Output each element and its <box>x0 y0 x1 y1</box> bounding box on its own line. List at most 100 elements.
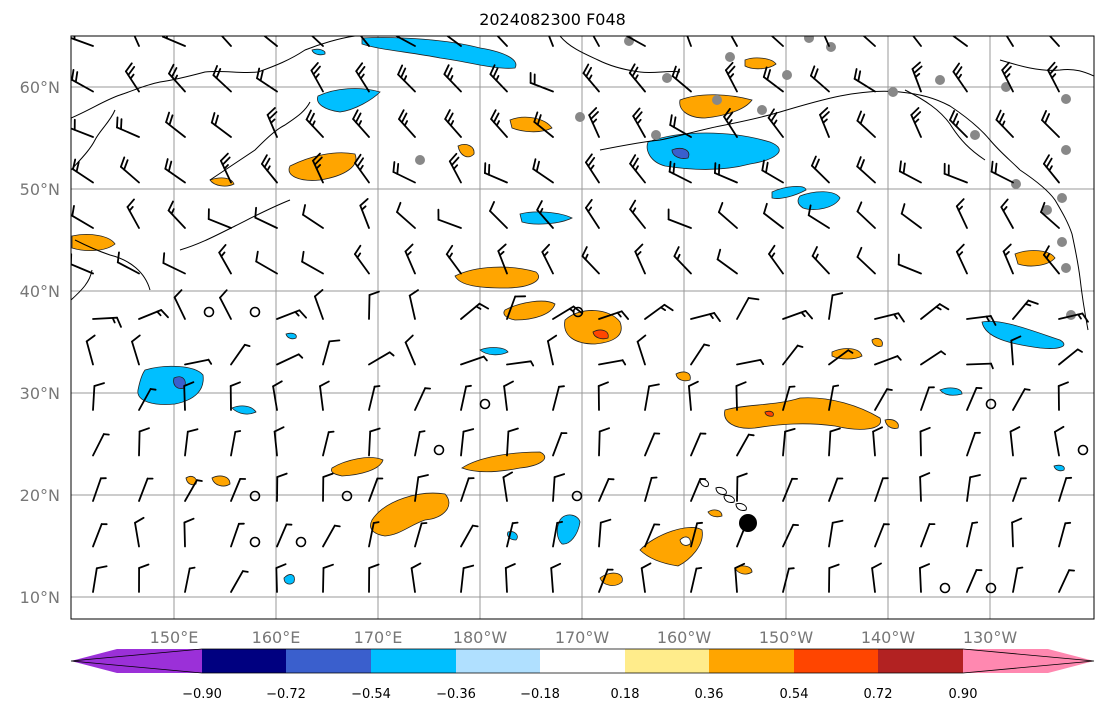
wind-barb <box>92 385 96 411</box>
wind-barb-flag <box>1047 61 1056 72</box>
wind-barb-flag <box>547 28 551 31</box>
wind-barb-flag <box>327 430 335 434</box>
wind-barb <box>254 216 278 229</box>
negative-anomaly-region <box>646 132 780 170</box>
wind-barb-flag <box>503 380 514 388</box>
wind-barb-flag <box>990 362 994 370</box>
wind-barb-flag <box>912 111 922 120</box>
wind-barb-flag <box>475 305 482 310</box>
wind-barb-flag <box>831 519 844 524</box>
wind-barb-flag <box>449 75 454 82</box>
wind-barb-flag <box>1076 348 1083 353</box>
wind-barb-flag <box>703 343 710 347</box>
longitude-labels: 150°E 160°E 170°E 180°W 170°W 160°W 150°… <box>150 628 1018 647</box>
wind-barb <box>230 430 237 457</box>
wind-barb-flag <box>1005 73 1011 79</box>
wind-barb <box>230 570 244 593</box>
wind-barb-flag <box>910 107 920 116</box>
wind-barb-flag <box>969 474 981 479</box>
wind-barb <box>414 431 421 457</box>
wind-barb <box>966 476 972 502</box>
wind-barb-flag <box>1049 30 1051 34</box>
wind-barb-flag <box>539 207 544 215</box>
wind-barb-flag <box>919 563 930 569</box>
wind-barb-flag <box>262 24 265 34</box>
wind-barb-flag <box>536 114 542 126</box>
wind-barb-flag <box>886 388 893 391</box>
wind-barb <box>552 522 559 548</box>
wind-barb-flag <box>221 156 231 166</box>
colorbar-tick-label: 0.54 <box>780 687 809 702</box>
wind-barb-flag <box>634 243 644 253</box>
wind-barb <box>966 569 978 593</box>
wind-barb-flag <box>590 111 599 120</box>
wind-barb <box>138 388 152 411</box>
wind-barb <box>230 477 242 502</box>
wind-barb <box>368 522 375 548</box>
wind-barb-flag <box>634 111 643 121</box>
wind-barb-flag <box>989 315 997 326</box>
wind-barb-flag <box>898 160 902 173</box>
wind-barb <box>871 567 876 593</box>
wind-barb-flag <box>449 120 455 127</box>
positive-anomaly-region <box>871 338 883 347</box>
wind-barb <box>85 340 94 366</box>
wind-barb-flag <box>482 355 488 362</box>
wind-barb-flag <box>919 472 931 478</box>
wind-barb-flag <box>671 65 677 77</box>
wind-barb-flag <box>814 253 819 261</box>
colorbar-segment <box>540 649 625 673</box>
wind-barb-flag <box>767 108 775 119</box>
negative-anomaly-region <box>283 574 295 585</box>
wind-barb <box>919 567 922 593</box>
wind-barb <box>313 295 324 320</box>
wind-barb-flag <box>727 119 733 125</box>
wind-barb-flag <box>725 61 734 72</box>
wind-barb <box>92 567 98 593</box>
wind-barb <box>736 297 750 320</box>
positive-anomaly-region <box>679 536 691 546</box>
wind-barb <box>856 256 876 275</box>
colorbar-tick-label: −0.36 <box>436 687 476 702</box>
wind-barb-flag <box>445 244 454 256</box>
wind-barb-flag <box>632 107 641 117</box>
wind-barb <box>322 524 336 548</box>
wind-barb <box>966 431 976 457</box>
wind-barb-flag <box>223 164 229 170</box>
wind-barb <box>856 210 876 229</box>
wind-barb-flag <box>949 110 956 121</box>
wind-barb-flag <box>170 208 175 215</box>
wind-barb-flag <box>359 197 369 207</box>
wind-barb <box>828 430 832 457</box>
wind-barb-flag <box>831 292 844 297</box>
wind-barb <box>730 36 738 47</box>
wind-barb-flag <box>591 118 598 124</box>
wind-barb-flag <box>354 112 362 124</box>
wind-barb-flag <box>800 311 806 318</box>
wind-barb-flag <box>273 426 285 433</box>
wind-barb <box>276 353 300 366</box>
wind-barb-flag <box>450 156 460 167</box>
wind-barb-flag <box>403 75 408 82</box>
wind-barb-flag <box>584 253 589 261</box>
wind-barb <box>897 263 922 275</box>
lon-label: 130°W <box>963 628 1018 647</box>
wind-barb-flag <box>1045 252 1050 260</box>
wind-barb-flag <box>215 68 222 79</box>
wind-barb-flag <box>93 382 105 387</box>
wind-barb <box>184 567 191 593</box>
wind-barb <box>598 521 602 548</box>
negative-anomaly-region <box>361 37 517 69</box>
wind-barb-flag <box>859 113 866 125</box>
wind-barb-flag <box>1023 388 1031 391</box>
wind-barb-flag <box>822 118 828 124</box>
wind-barb-flag <box>354 153 362 164</box>
wind-barb-flag <box>71 204 75 217</box>
wind-barb <box>414 387 427 411</box>
negative-anomaly-region <box>671 148 690 159</box>
wind-barb-flag <box>620 310 629 320</box>
negative-anomaly-region <box>137 365 204 405</box>
wind-barb-flag <box>900 203 906 215</box>
wind-barb-flag <box>1043 154 1050 165</box>
wind-barb-flag <box>675 68 681 80</box>
